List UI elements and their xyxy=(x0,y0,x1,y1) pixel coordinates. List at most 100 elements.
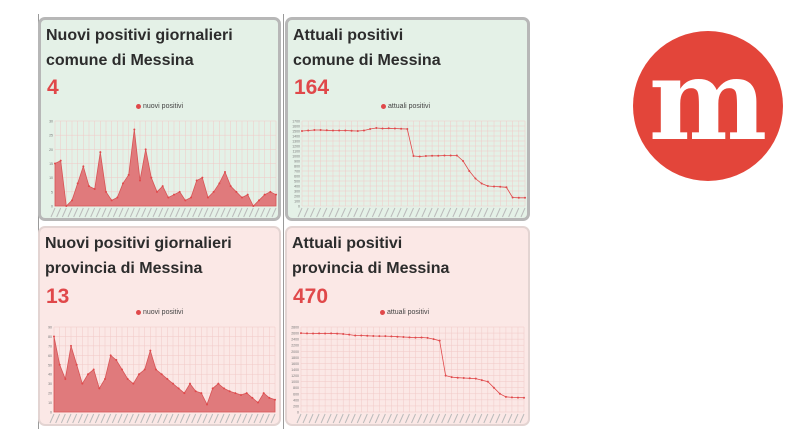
data-point xyxy=(338,129,341,132)
data-point xyxy=(499,185,502,188)
data-point xyxy=(313,129,316,131)
x-tick-label xyxy=(322,207,328,218)
y-tick-label: 25 xyxy=(49,134,53,138)
data-point xyxy=(402,336,405,339)
chart-legend: attuali positivi xyxy=(380,309,429,316)
x-tick-label xyxy=(453,413,459,424)
x-tick-label xyxy=(501,413,507,424)
y-tick-label: 1800 xyxy=(291,356,299,360)
x-tick-label xyxy=(423,413,429,424)
data-point xyxy=(474,377,477,380)
x-tick-label xyxy=(162,413,168,424)
data-point xyxy=(246,193,249,196)
x-tick-label xyxy=(191,413,197,424)
data-point xyxy=(431,154,434,157)
x-tick-label xyxy=(362,413,368,424)
data-point xyxy=(480,379,483,382)
x-tick-label xyxy=(378,207,383,218)
data-point xyxy=(510,396,513,399)
data-point xyxy=(342,332,345,335)
x-tick-label xyxy=(106,413,112,424)
data-point xyxy=(511,196,514,199)
x-tick-label xyxy=(421,207,427,218)
data-point xyxy=(400,127,403,130)
chart-comune-current: 0100200300400500600700800900100011001200… xyxy=(292,120,526,218)
x-tick-label xyxy=(519,413,525,424)
x-tick-label xyxy=(220,207,226,218)
data-point xyxy=(524,196,526,199)
x-tick-label xyxy=(219,413,225,424)
x-tick-label xyxy=(264,413,270,424)
y-tick-label: 0 xyxy=(51,205,53,209)
x-tick-label xyxy=(78,207,84,218)
x-tick-label xyxy=(253,413,259,424)
data-point xyxy=(426,336,429,339)
data-point xyxy=(443,154,446,157)
x-tick-label xyxy=(396,207,402,218)
y-tick-label: 900 xyxy=(294,160,300,164)
data-point xyxy=(324,332,327,335)
x-tick-label xyxy=(347,207,353,218)
y-tick-label: 10 xyxy=(48,401,52,405)
data-point xyxy=(263,193,266,196)
data-point xyxy=(486,380,489,383)
x-tick-label xyxy=(175,207,181,218)
data-point xyxy=(172,382,174,385)
legend-label: nuovi positivi xyxy=(143,309,184,316)
data-point xyxy=(195,179,198,182)
series-line xyxy=(300,332,525,399)
data-point xyxy=(178,190,181,193)
data-point xyxy=(505,186,508,189)
data-point xyxy=(252,205,255,207)
data-point xyxy=(64,377,67,380)
x-tick-label xyxy=(192,207,198,218)
x-tick-label xyxy=(429,413,435,424)
data-point xyxy=(155,368,157,371)
x-tick-label xyxy=(270,413,276,424)
x-tick-label xyxy=(112,207,118,218)
data-point xyxy=(269,190,272,193)
x-tick-label xyxy=(520,207,526,218)
data-point xyxy=(251,396,254,399)
data-point xyxy=(424,155,427,157)
data-point xyxy=(122,182,124,185)
data-point xyxy=(190,196,192,199)
card-comune-current: Attuali positivi comune di Messina 164 a… xyxy=(285,17,530,221)
data-point xyxy=(212,190,215,193)
x-tick-label xyxy=(163,207,169,218)
data-point xyxy=(71,199,73,202)
data-point xyxy=(462,160,465,162)
data-point xyxy=(234,392,237,395)
data-point xyxy=(412,155,415,157)
data-point xyxy=(166,377,169,380)
data-point xyxy=(301,130,303,132)
x-tick-label xyxy=(179,413,185,424)
data-point xyxy=(516,396,519,399)
x-tick-label xyxy=(477,413,483,424)
x-tick-label xyxy=(495,207,501,218)
data-point xyxy=(414,336,417,339)
x-tick-label xyxy=(441,413,447,424)
data-point xyxy=(82,165,85,168)
y-tick-label: 20 xyxy=(48,392,52,396)
x-tick-label xyxy=(237,207,243,218)
data-point xyxy=(98,387,101,390)
x-tick-label xyxy=(236,413,242,424)
x-tick-label xyxy=(169,207,175,218)
data-point xyxy=(183,392,186,395)
y-tick-label: 300 xyxy=(294,190,300,194)
data-point xyxy=(150,176,153,179)
x-tick-label xyxy=(380,413,386,424)
data-point xyxy=(493,185,496,188)
data-point xyxy=(167,196,170,199)
data-point xyxy=(235,190,238,193)
y-tick-label: 700 xyxy=(294,170,300,174)
x-tick-label xyxy=(208,413,214,424)
x-tick-label xyxy=(464,207,470,218)
x-tick-label xyxy=(384,207,390,218)
data-point xyxy=(132,382,135,385)
data-point xyxy=(319,129,322,131)
x-tick-label xyxy=(214,207,220,218)
x-tick-label xyxy=(507,413,513,424)
x-tick-label xyxy=(402,207,408,218)
